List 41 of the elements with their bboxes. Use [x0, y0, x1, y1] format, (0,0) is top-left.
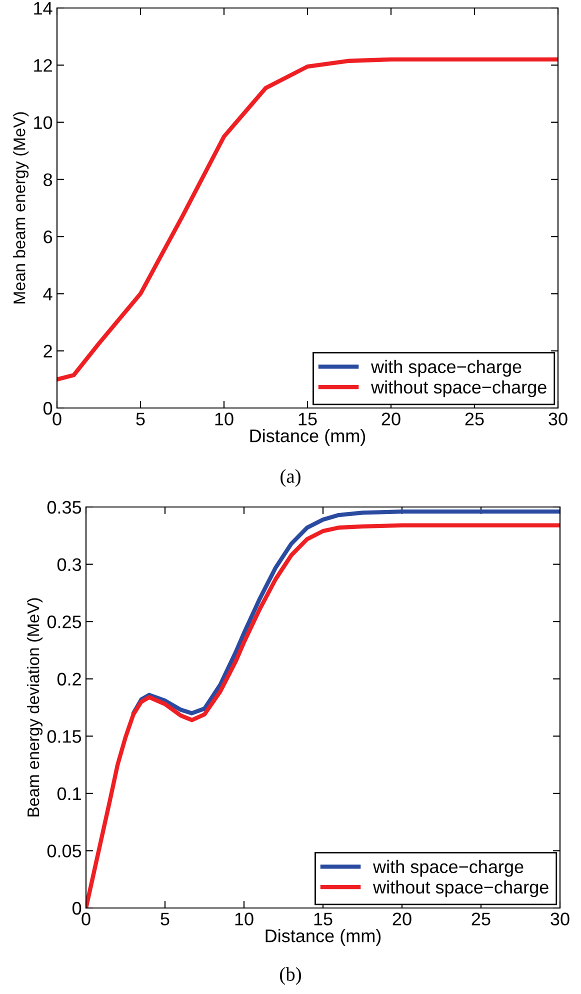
x-tick-label: 15	[298, 412, 317, 426]
line-series	[131, 510, 560, 716]
y-tick-label: 6	[44, 230, 52, 244]
y-tick-label: 4	[43, 288, 52, 300]
x-tick-label: 10	[235, 912, 254, 926]
x-tick-label: 25	[472, 912, 490, 926]
x-tick-label: 20	[392, 912, 412, 926]
y-tick-label: 0	[44, 402, 52, 415]
legend-label: without space−charge	[372, 880, 548, 898]
x-tick-label: 25	[465, 412, 484, 426]
legend-label: with space−charge	[372, 860, 524, 877]
line-series	[57, 57, 558, 382]
x-tick-label: 0	[82, 912, 90, 926]
y-tick-label: 0.2	[57, 672, 81, 686]
y-tick-label: 14	[34, 2, 52, 15]
y-tick-label: 0.3	[57, 558, 82, 572]
y-tick-label: 0	[72, 902, 82, 915]
x-axis-title: Distance (mm)	[266, 929, 381, 946]
x-tick-label: 10	[215, 412, 234, 426]
text: (a)	[280, 469, 300, 487]
y-tick-label: 12	[34, 59, 52, 72]
y-tick-label: 2	[44, 344, 52, 358]
x-tick-label: 15	[314, 912, 332, 926]
y-tick-label: 0.35	[47, 500, 82, 514]
x-tick-label: 5	[160, 912, 170, 926]
text: (b)	[280, 967, 301, 985]
y-tick-label: 0.25	[47, 616, 82, 628]
y-axis-title: Beam energy deviation (MeV)	[26, 598, 43, 816]
x-tick-label: 30	[550, 912, 570, 926]
x-tick-label: 5	[136, 412, 145, 426]
y-tick-label: 8	[44, 173, 52, 186]
y-tick-label: 0.15	[47, 730, 82, 743]
y-axis-title: Mean beam energy (MeV)	[13, 112, 29, 304]
x-axis-title: Distance (mm)	[250, 429, 366, 446]
legend-label: with space−charge	[370, 360, 522, 377]
y-tick-label: 0.1	[57, 787, 81, 800]
y-tick-label: 0.05	[47, 844, 82, 858]
legend-label: without space−charge	[370, 380, 546, 398]
x-tick-label: 20	[382, 412, 400, 426]
y-tick-label: 10	[34, 116, 52, 130]
x-tick-label: 30	[548, 412, 568, 426]
